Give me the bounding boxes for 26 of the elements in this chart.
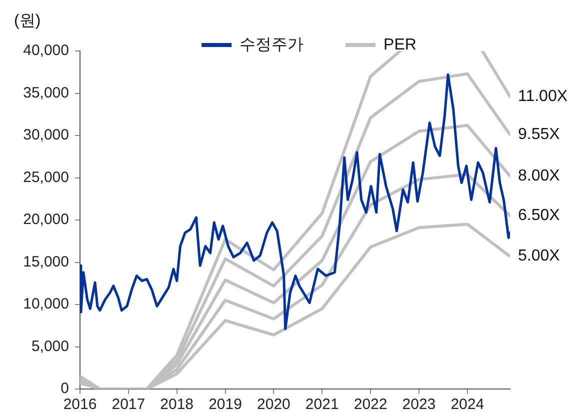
- y-tick-label: 10,000: [23, 296, 69, 313]
- series-label: 9.55X: [518, 126, 560, 144]
- x-tick-label: 2017: [112, 396, 146, 414]
- x-tick-label: 2022: [354, 396, 388, 414]
- x-tick-label: 2020: [257, 396, 290, 414]
- x-tick-label: 2018: [160, 396, 194, 414]
- x-tick-label: 2016: [63, 396, 97, 414]
- y-tick-label: 5,000: [31, 338, 69, 355]
- y-tick-label: 20,000: [23, 211, 69, 228]
- series-label: 8.00X: [518, 167, 560, 184]
- y-tick-label: 25,000: [23, 168, 69, 186]
- y-tick-label: 30,000: [23, 126, 69, 144]
- series-label: 11.00X: [518, 88, 568, 106]
- y-tick-label: 0: [60, 380, 69, 398]
- y-axis-title: (원): [14, 12, 41, 30]
- x-tick-label: 2021: [305, 396, 339, 414]
- x-tick-label: 2023: [402, 396, 436, 414]
- y-tick-label: 35,000: [23, 84, 69, 102]
- series-label: 5.00X: [518, 248, 560, 265]
- series-label: 6.50X: [518, 207, 560, 224]
- x-tick-label: 2024: [450, 396, 484, 414]
- annotation: PER: [384, 36, 416, 54]
- y-tick-label: 40,000: [23, 42, 69, 60]
- y-tick-label: 15,000: [23, 253, 69, 270]
- legend-label: 수정주가: [240, 36, 304, 54]
- x-tick-label: 2019: [208, 396, 242, 414]
